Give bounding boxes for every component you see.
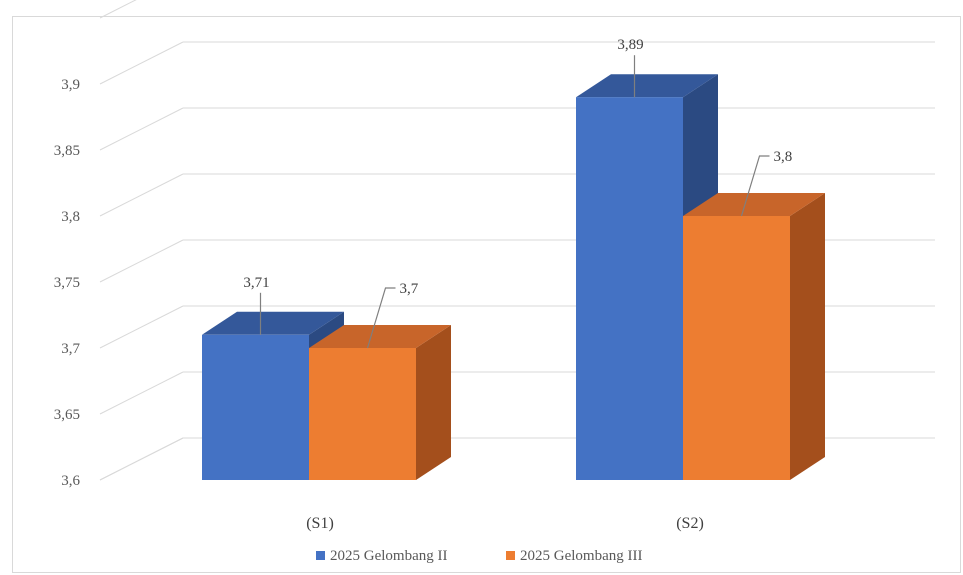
bar (576, 97, 683, 480)
legend-swatch (316, 551, 325, 560)
y-tick-label: 3,6 (61, 473, 80, 489)
gridline-diagonal (99, 371, 184, 415)
bar-side (790, 193, 825, 480)
bar-side (416, 325, 451, 480)
gridline-diagonal (99, 107, 184, 151)
gridline-diagonal (99, 173, 184, 217)
bar-top (309, 325, 451, 348)
bar-top (683, 193, 825, 216)
legend-label: 2025 Gelombang II (330, 548, 447, 564)
bar (309, 348, 416, 480)
data-label: 3,8 (774, 149, 793, 165)
bar (202, 334, 309, 480)
bar-top (576, 74, 718, 98)
x-category-label: (S2) (676, 515, 704, 532)
data-label: 3,7 (400, 281, 419, 297)
legend-label: 2025 Gelombang III (520, 548, 642, 564)
y-tick-label: 3,85 (54, 143, 80, 159)
gridline-diagonal (99, 239, 184, 283)
bar-top (202, 311, 344, 335)
y-tick-label: 3,75 (54, 275, 80, 291)
bars (202, 74, 825, 480)
leader-line (740, 155, 770, 217)
y-tick-label: 3,8 (61, 209, 80, 225)
x-category-label: (S1) (306, 515, 334, 532)
y-tick-label: 3,7 (61, 341, 80, 357)
x-axis: (S1) (S2) (306, 515, 704, 532)
data-labels: 3,71 3,7 3,89 3,8 (243, 37, 793, 349)
gridline-diagonal (99, 41, 184, 85)
chart-frame (12, 16, 961, 573)
leader-line (366, 287, 396, 349)
gridline-diagonal (99, 437, 184, 481)
legend: 2025 Gelombang II 2025 Gelombang III (316, 548, 642, 564)
gridline-diagonal (99, 305, 184, 349)
y-tick-label: 3,9 (61, 77, 80, 93)
bar (683, 216, 790, 480)
legend-swatch (506, 551, 515, 560)
data-label: 3,71 (243, 275, 269, 291)
y-tick-label: 3,65 (54, 407, 80, 423)
y-axis: 3,6 3,65 3,7 3,75 3,8 3,85 3,9 (54, 77, 81, 489)
data-label: 3,89 (617, 37, 643, 53)
